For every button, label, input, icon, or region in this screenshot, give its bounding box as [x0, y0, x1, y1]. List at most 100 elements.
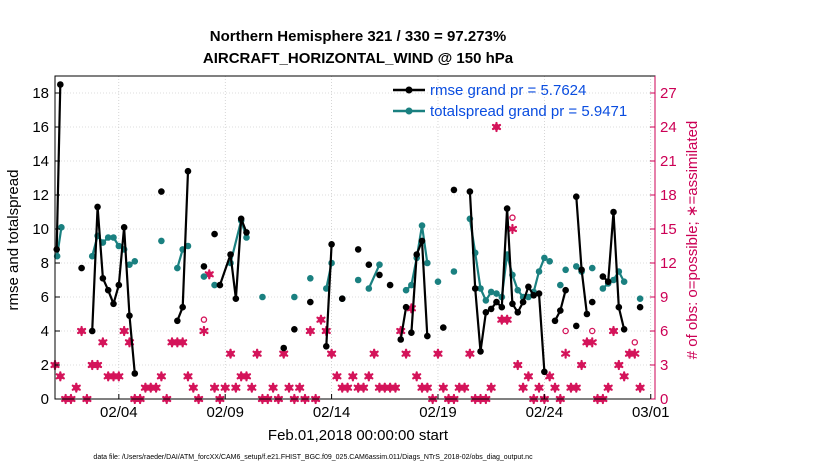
obs-assimilated-marker — [630, 348, 640, 359]
totalspread-point — [88, 252, 96, 260]
rmse-point — [471, 285, 479, 292]
rmse-line — [554, 289, 567, 322]
obs-assimilated-marker — [348, 371, 358, 382]
rmse-line — [399, 307, 408, 340]
obs-assimilated-marker — [151, 382, 161, 393]
right-y-axis: 0 3 6 9 12 15 18 21 24 27 — [650, 76, 677, 408]
obs-assimilated-marker — [358, 382, 369, 393]
rmse-point — [174, 317, 181, 325]
totalspread-point — [482, 297, 490, 304]
totalspread-point — [408, 281, 415, 289]
totalspread-point — [557, 281, 564, 289]
left-tick-label: 12 — [32, 187, 49, 204]
rmse-point — [94, 203, 101, 211]
obs-assimilated-marker — [401, 348, 411, 359]
obs-assimilated-marker — [188, 382, 198, 393]
chart-subtitle: AIRCRAFT_HORIZONTAL_WIND @ 150 hPa — [203, 50, 514, 67]
right-tick-label: 12 — [660, 255, 677, 272]
asterisk-stroke — [188, 384, 198, 391]
left-tick-label: 8 — [41, 255, 49, 272]
obs-assimilated-marker — [369, 348, 379, 359]
asterisk-stroke — [390, 384, 401, 391]
asterisk-stroke — [438, 384, 448, 391]
asterisk-stroke — [358, 384, 369, 391]
rmse-point — [179, 303, 186, 311]
totalspread-point — [599, 285, 607, 292]
asterisk-stroke — [433, 350, 443, 357]
asterisk-stroke — [55, 373, 65, 380]
obs-assimilated-marker — [635, 382, 645, 393]
obs-assimilated-marker — [608, 325, 619, 337]
rmse-point — [110, 300, 117, 308]
totalspread-point — [541, 254, 548, 262]
chart-title: Northern Hemisphere 321 / 330 = 97.273% — [210, 28, 506, 45]
asterisk-stroke — [348, 373, 358, 380]
rmse-point — [599, 273, 607, 280]
totalspread-point — [211, 281, 218, 289]
asterisk-stroke — [295, 384, 305, 391]
legend-spread-marker — [405, 107, 413, 115]
totalspread-point — [514, 286, 522, 294]
rmse-point — [620, 326, 628, 333]
rmse-series — [53, 81, 644, 377]
right-tick-label: 24 — [660, 119, 677, 136]
asterisk-stroke — [502, 316, 512, 323]
rmse-point — [99, 275, 107, 282]
obs-assimilated-marker — [587, 337, 597, 348]
rmse-point — [604, 278, 612, 286]
obs-assimilated-marker — [491, 121, 502, 133]
asterisk-stroke — [305, 327, 315, 335]
right-tick-label: 6 — [660, 323, 668, 340]
asterisk-stroke — [231, 384, 241, 391]
asterisk-stroke — [119, 327, 129, 335]
obs-assimilated-marker — [523, 371, 534, 382]
obs-assimilated-marker — [114, 371, 124, 382]
rmse-point — [525, 283, 532, 291]
totalspread-point — [115, 242, 123, 250]
totalspread-point — [402, 286, 410, 294]
rmse-line — [325, 244, 333, 347]
asterisk-stroke — [614, 361, 624, 369]
left-tick-label: 6 — [41, 289, 49, 306]
left-y-axis: 0 2 4 6 8 10 12 14 16 18 — [32, 85, 60, 408]
rmse-point — [386, 281, 394, 289]
obs-assimilated-marker — [156, 371, 166, 382]
obs-assimilated-marker — [305, 325, 315, 337]
rmse-point — [365, 261, 373, 269]
rmse-point — [397, 336, 405, 343]
asterisk-stroke — [71, 384, 81, 391]
totalspread-line — [367, 264, 381, 289]
totalspread-point — [126, 261, 133, 269]
obs-assimilated-marker — [316, 314, 326, 325]
obs-assimilated-marker — [433, 348, 443, 359]
totalspread-point — [131, 258, 139, 265]
asterisk-stroke — [241, 373, 252, 380]
obs-assimilated-marker — [507, 223, 518, 235]
rmse-line — [575, 196, 588, 315]
obs-assimilated-marker — [486, 382, 496, 393]
rmse-point — [509, 300, 516, 308]
asterisk-stroke — [76, 327, 87, 335]
rmse-point — [115, 281, 123, 289]
rmse-point — [519, 298, 527, 306]
asterisk-stroke — [369, 350, 379, 357]
totalspread-point — [307, 275, 314, 282]
rmse-point — [413, 251, 421, 258]
obs-assimilated-marker — [199, 325, 209, 337]
asterisk-stroke — [92, 361, 103, 369]
rmse-point — [53, 246, 61, 253]
rmse-point — [572, 322, 580, 330]
obs-assimilated-marker — [412, 371, 422, 382]
totalspread-point — [418, 222, 426, 229]
rmse-point — [376, 271, 383, 279]
totalspread-point — [620, 278, 628, 286]
asterisk-stroke — [156, 373, 166, 380]
totalspread-point — [259, 293, 266, 301]
rmse-point — [583, 310, 591, 318]
rmse-point — [424, 332, 431, 340]
totalspread-point — [184, 242, 192, 250]
obs-assimilated-marker — [225, 348, 236, 359]
rmse-point — [184, 167, 192, 175]
asterisk-stroke — [603, 384, 613, 391]
left-tick-label: 2 — [41, 357, 49, 374]
